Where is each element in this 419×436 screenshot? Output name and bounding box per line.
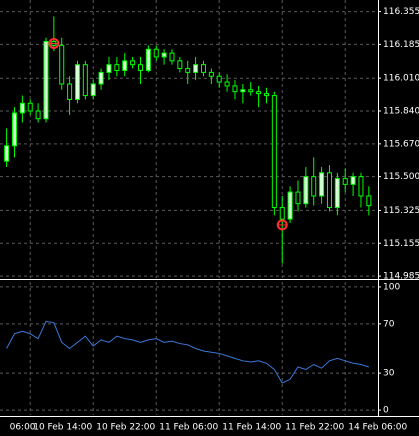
candle-body	[137, 64, 143, 71]
candle-body	[59, 44, 65, 85]
candle-body	[240, 89, 246, 93]
candle-body	[311, 176, 317, 197]
candle-body	[145, 48, 151, 71]
candle-body	[130, 60, 136, 66]
candle-body	[106, 64, 112, 73]
candle-body	[350, 176, 356, 185]
y-tick-label: 115.325	[383, 206, 419, 216]
trade-marker	[276, 219, 288, 231]
y-tick-label: 116.185	[383, 40, 419, 50]
candle-body	[27, 102, 33, 112]
candle-body	[193, 64, 199, 73]
y-tick-label: 0	[383, 406, 389, 416]
x-tick-label: 11 Feb 22:00	[285, 423, 344, 433]
candle-body	[67, 83, 73, 100]
candle-body	[295, 191, 301, 205]
x-tick-label: 14 Feb 06:00	[348, 423, 407, 433]
candle-body	[224, 81, 230, 87]
candle-body	[177, 60, 183, 70]
candle-body	[263, 93, 269, 97]
candle-body	[279, 207, 285, 220]
candle-body	[19, 102, 25, 114]
y-tick-label: 116.010	[383, 74, 419, 84]
indicator-line	[6, 320, 369, 384]
candle-body	[342, 178, 348, 185]
candle-body	[303, 176, 309, 205]
candle-body	[11, 112, 17, 147]
x-tick-label: 11 Feb 14:00	[222, 423, 281, 433]
candle-body	[248, 89, 254, 93]
candle-body	[256, 91, 262, 95]
y-tick-label: 115.840	[383, 107, 419, 117]
y-tick-label: 30	[383, 369, 395, 379]
candle-body	[358, 176, 364, 197]
candle-body	[366, 195, 372, 207]
y-tick-label: 116.355	[383, 7, 419, 17]
y-tick-label: 115.500	[383, 172, 419, 182]
y-tick-label: 100	[383, 282, 400, 292]
candle-body	[35, 110, 41, 120]
candle-body	[216, 75, 222, 83]
candle-body	[82, 64, 88, 97]
candle-body	[74, 64, 80, 100]
candle-body	[98, 71, 104, 85]
y-tick-label: 70	[383, 319, 395, 329]
candle-body	[334, 178, 340, 209]
candle-body	[153, 48, 159, 58]
candle-body	[169, 52, 175, 62]
candle-body	[200, 64, 206, 73]
candle-body	[185, 68, 191, 73]
y-tick-label: 115.155	[383, 239, 419, 249]
x-tick-label: 11 Feb 06:00	[159, 423, 218, 433]
candle-body	[232, 85, 238, 93]
candle-body	[43, 41, 49, 120]
y-tick-label: 114.985	[383, 272, 419, 282]
candle-body	[326, 172, 332, 209]
y-tick-label: 115.670	[383, 139, 419, 149]
x-tick-label: 10 Feb 14:00	[33, 423, 92, 433]
candle-body	[4, 145, 10, 162]
x-tick-label: 06:00	[10, 423, 36, 433]
candle-body	[122, 60, 128, 71]
trade-marker	[48, 37, 60, 49]
candle-body	[114, 64, 120, 71]
candle-body	[319, 172, 325, 197]
x-tick-label: 10 Feb 22:00	[96, 423, 155, 433]
candle-body	[271, 95, 277, 209]
candle-body	[287, 191, 293, 220]
candle-body	[161, 52, 167, 58]
candle-body	[208, 71, 214, 77]
candle-body	[90, 83, 96, 97]
